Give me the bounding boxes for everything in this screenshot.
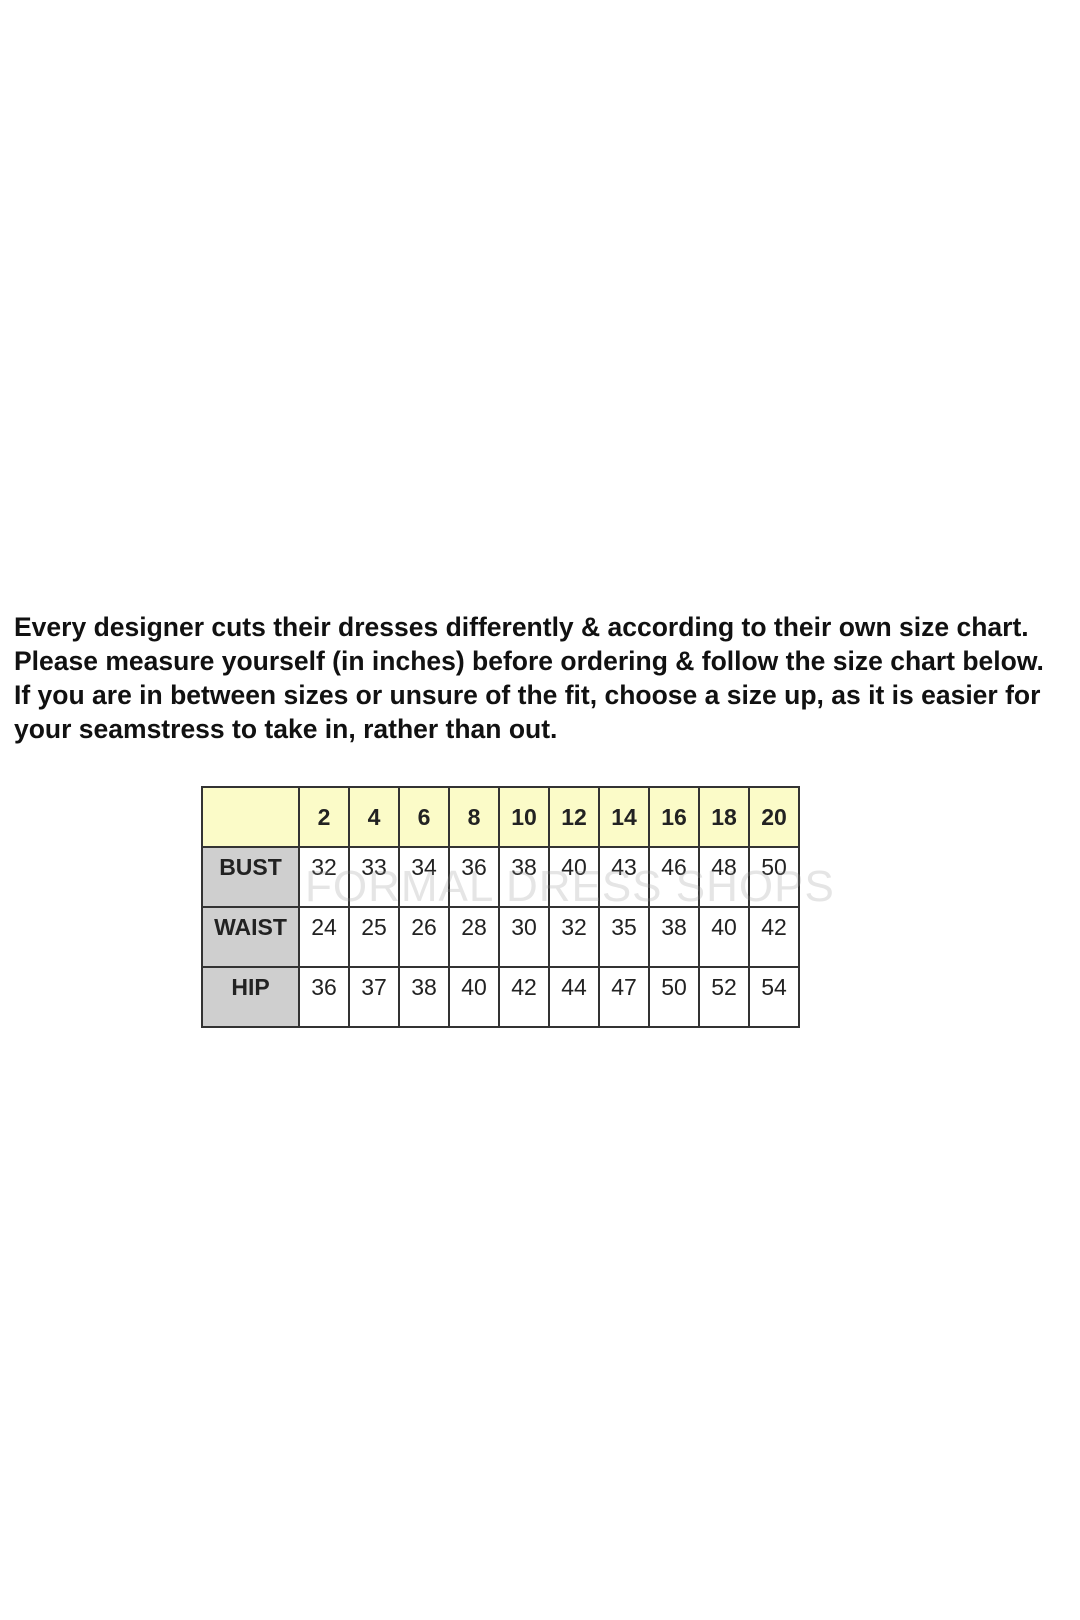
measurement-row-bust: BUST 32 33 34 36 38 40 43 46 48 50 <box>201 846 800 908</box>
measurement-cell: 44 <box>548 966 600 1028</box>
measurement-cell: 25 <box>348 906 400 968</box>
size-header-cell: 2 <box>298 786 350 848</box>
size-header-cell: 6 <box>398 786 450 848</box>
intro-paragraph-2: If you are in between sizes or unsure of… <box>14 680 1041 744</box>
measurement-cell: 38 <box>648 906 700 968</box>
measurement-cell: 40 <box>548 846 600 908</box>
measurement-cell: 30 <box>498 906 550 968</box>
measurement-cell: 28 <box>448 906 500 968</box>
measurement-cell: 52 <box>698 966 750 1028</box>
measurement-row-waist: WAIST 24 25 26 28 30 32 35 38 40 42 <box>201 906 800 968</box>
measurement-cell: 47 <box>598 966 650 1028</box>
measurement-cell: 26 <box>398 906 450 968</box>
measurement-cell: 50 <box>648 966 700 1028</box>
intro-paragraph-1: Every designer cuts their dresses differ… <box>14 612 1044 676</box>
size-header-cell: 8 <box>448 786 500 848</box>
measurement-cell: 40 <box>698 906 750 968</box>
measurement-cell: 48 <box>698 846 750 908</box>
measurement-cell: 43 <box>598 846 650 908</box>
measurement-cell: 54 <box>748 966 800 1028</box>
measurement-cell: 42 <box>498 966 550 1028</box>
measurement-cell: 38 <box>498 846 550 908</box>
intro-text: Every designer cuts their dresses differ… <box>14 610 1074 746</box>
measurement-row-hip: HIP 36 37 38 40 42 44 47 50 52 54 <box>201 966 800 1028</box>
size-header-row: 2 4 6 8 10 12 14 16 18 20 <box>201 786 800 848</box>
size-chart-table: 2 4 6 8 10 12 14 16 18 20 BUST 32 33 34 36 38 40 43 46 48 50… <box>201 786 800 1028</box>
measurement-cell: 36 <box>448 846 500 908</box>
row-label: WAIST <box>201 906 300 968</box>
measurement-cell: 38 <box>398 966 450 1028</box>
measurement-cell: 46 <box>648 846 700 908</box>
measurement-cell: 37 <box>348 966 400 1028</box>
measurement-cell: 36 <box>298 966 350 1028</box>
size-header-cell: 18 <box>698 786 750 848</box>
measurement-cell: 33 <box>348 846 400 908</box>
row-label: BUST <box>201 846 300 908</box>
measurement-cell: 35 <box>598 906 650 968</box>
row-label: HIP <box>201 966 300 1028</box>
measurement-cell: 50 <box>748 846 800 908</box>
size-header-cell: 10 <box>498 786 550 848</box>
corner-cell <box>201 786 300 848</box>
size-header-cell: 12 <box>548 786 600 848</box>
measurement-cell: 24 <box>298 906 350 968</box>
measurement-cell: 40 <box>448 966 500 1028</box>
size-header-cell: 4 <box>348 786 400 848</box>
measurement-cell: 34 <box>398 846 450 908</box>
measurement-cell: 32 <box>548 906 600 968</box>
measurement-cell: 42 <box>748 906 800 968</box>
size-header-cell: 20 <box>748 786 800 848</box>
measurement-cell: 32 <box>298 846 350 908</box>
size-header-cell: 16 <box>648 786 700 848</box>
size-header-cell: 14 <box>598 786 650 848</box>
